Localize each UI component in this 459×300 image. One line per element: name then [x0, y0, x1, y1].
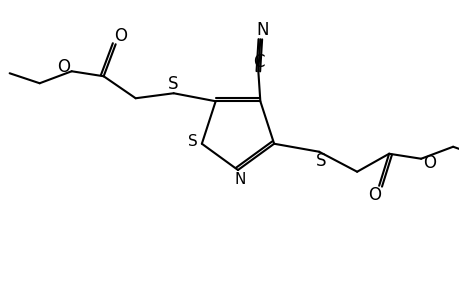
- Text: C: C: [253, 53, 264, 71]
- Text: O: O: [114, 27, 127, 45]
- Text: O: O: [422, 154, 435, 172]
- Text: O: O: [57, 58, 70, 76]
- Text: N: N: [234, 172, 245, 187]
- Text: O: O: [367, 186, 380, 204]
- Text: S: S: [167, 75, 178, 93]
- Text: N: N: [256, 21, 268, 39]
- Text: S: S: [188, 134, 197, 149]
- Text: S: S: [315, 152, 326, 170]
